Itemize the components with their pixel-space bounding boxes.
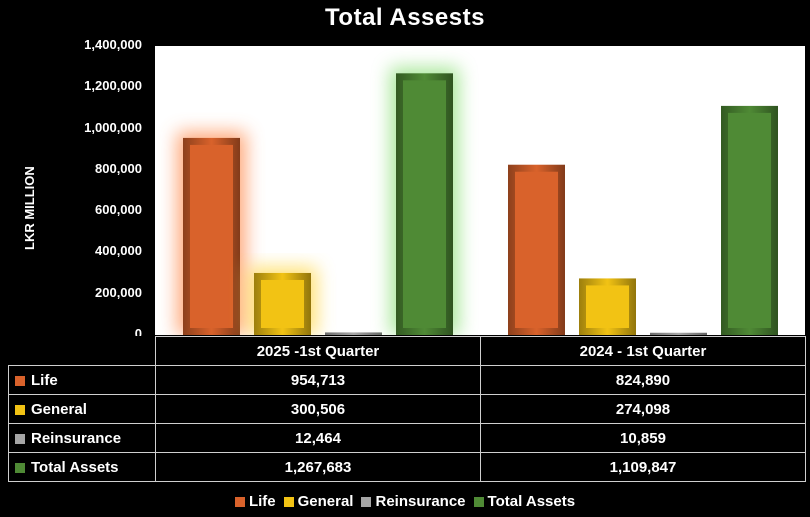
y-tick-label: 1,400,000 [84, 37, 142, 52]
bar-reinsurance [325, 332, 382, 336]
bar-face [515, 171, 558, 328]
series-name: Total Assets [31, 458, 119, 476]
bar-reinsurance [650, 332, 707, 336]
data-value-label: 1,109,847 [480, 452, 806, 482]
plot-area [155, 46, 805, 336]
series-row-label: Total Assets [8, 452, 156, 482]
legend-item: General [283, 493, 354, 510]
legend-swatch [234, 497, 245, 508]
data-table-row: Total Assets 1,267,683 1,109,847 [8, 452, 806, 482]
legend-item: Life [234, 493, 276, 510]
data-table-row: Reinsurance 12,464 10,859 [8, 423, 806, 453]
data-table-corner [8, 336, 156, 366]
legend-label: Total Assets [487, 493, 576, 510]
legend-swatch [361, 497, 372, 508]
series-name: Reinsurance [31, 429, 122, 447]
series-row-label: General [8, 394, 156, 424]
y-tick-label: 200,000 [95, 284, 142, 300]
data-table-header-row: 2025 -1st Quarter 2024 - 1st Quarter [8, 336, 806, 366]
bar-face [261, 279, 304, 328]
legend-item: Reinsurance [361, 493, 466, 510]
y-tick-label: 400,000 [95, 243, 142, 259]
y-tick-label: 0 [134, 326, 142, 341]
chart-title: Total Assests [325, 4, 485, 31]
bar-face [586, 285, 629, 328]
series-name: General [31, 400, 87, 418]
y-tick-label: 1,000,000 [84, 119, 142, 135]
legend: Life General Reinsurance Total Assets [0, 493, 810, 510]
bars-svg [177, 67, 778, 336]
data-table-row: Life 954,713 824,890 [8, 365, 806, 395]
y-tick-label: 1,200,000 [84, 78, 142, 94]
data-table: 2025 -1st Quarter 2024 - 1st Quarter Lif… [8, 336, 806, 482]
data-table-row: General 300,506 274,098 [8, 394, 806, 424]
data-value-label: 10,859 [480, 423, 806, 453]
y-tick-label: 600,000 [95, 202, 142, 218]
data-value-label: 12,464 [155, 423, 481, 453]
legend-item: Total Assets [473, 493, 576, 510]
legend-swatch [15, 404, 25, 415]
series-name: Life [31, 371, 58, 389]
legend-swatch [283, 497, 294, 508]
data-value-label: 300,506 [155, 394, 481, 424]
legend-swatch [15, 433, 25, 444]
legend-label: Life [248, 493, 276, 510]
y-tick-label: 800,000 [95, 160, 142, 176]
bar-face [403, 80, 446, 328]
legend-swatch [473, 497, 484, 508]
data-value-label: 954,713 [155, 365, 481, 395]
series-row-label: Reinsurance [8, 423, 156, 453]
bar-face [728, 112, 771, 328]
category-header: 2025 -1st Quarter [155, 336, 481, 366]
legend-label: General [297, 493, 354, 510]
series-row-label: Life [8, 365, 156, 395]
bar-face [190, 144, 233, 328]
category-header: 2024 - 1st Quarter [480, 336, 806, 366]
legend-swatch [15, 375, 25, 386]
data-value-label: 274,098 [480, 394, 806, 424]
legend-label: Reinsurance [375, 493, 466, 510]
legend-swatch [15, 462, 25, 473]
data-value-label: 824,890 [480, 365, 806, 395]
data-value-label: 1,267,683 [155, 452, 481, 482]
